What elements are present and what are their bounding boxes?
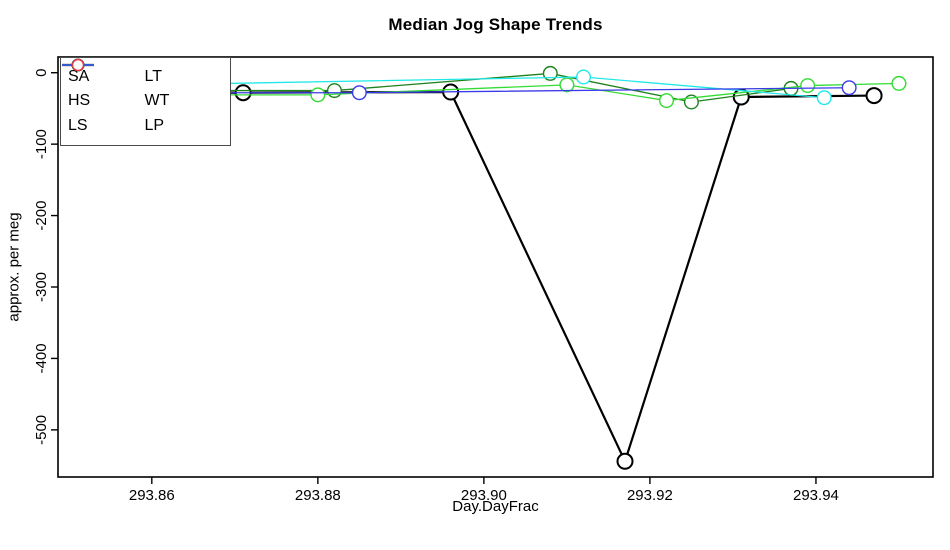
series-ls-point (891, 75, 907, 91)
y-tick-label: -400 (33, 343, 50, 373)
legend-swatch-lp (71, 58, 85, 72)
series-sa-line (68, 90, 875, 463)
series-ls-line (68, 82, 899, 102)
series-wt-point (351, 85, 367, 101)
chart-title: Median Jog Shape Trends (388, 15, 603, 34)
series-lt-point (575, 69, 591, 85)
series-sa-point (616, 452, 634, 470)
series-sa-point (865, 87, 883, 105)
series-hs-point (542, 65, 558, 81)
legend-item-label: LT (144, 68, 162, 86)
y-tick-label: 0 (33, 69, 50, 77)
legend-item-label: LS (68, 116, 88, 134)
series-lt-point (816, 90, 832, 106)
legend-item-label: LP (144, 116, 165, 134)
x-tick-label: 293.92 (627, 487, 673, 504)
series-ls-point (800, 78, 816, 94)
series-hs-point (326, 83, 342, 99)
series-ls-point (559, 77, 575, 93)
legend-item-label: WT (144, 92, 170, 110)
legend-item-lp: LP (71, 58, 222, 134)
plot-border (57, 56, 934, 478)
y-tick-label: -200 (33, 201, 50, 231)
x-tick-label: 293.94 (793, 487, 839, 504)
legend-item-ls: LS (62, 58, 145, 134)
x-tick-label: 293.90 (461, 487, 507, 504)
legend-item-lt: LT (62, 58, 222, 86)
legend-item-wt: WT (62, 58, 222, 110)
y-axis-label: approx. per meg (5, 212, 23, 322)
series-ls-point (659, 93, 675, 109)
x-tick-label: 293.88 (295, 487, 341, 504)
x-tick-label: 293.86 (129, 487, 175, 504)
y-tick-label: -500 (33, 415, 50, 445)
series-ls-point (310, 87, 326, 103)
x-axis-label: Day.DayFrac (452, 498, 539, 515)
legend: SA HS LS LT (60, 57, 231, 146)
y-tick-label: -300 (33, 272, 50, 302)
legend-item-label: HS (68, 92, 91, 110)
legend-item-label: SA (68, 68, 90, 86)
series-wt-point (841, 80, 857, 96)
y-tick-label: -100 (33, 129, 50, 159)
legend-item-hs: HS (62, 58, 145, 110)
